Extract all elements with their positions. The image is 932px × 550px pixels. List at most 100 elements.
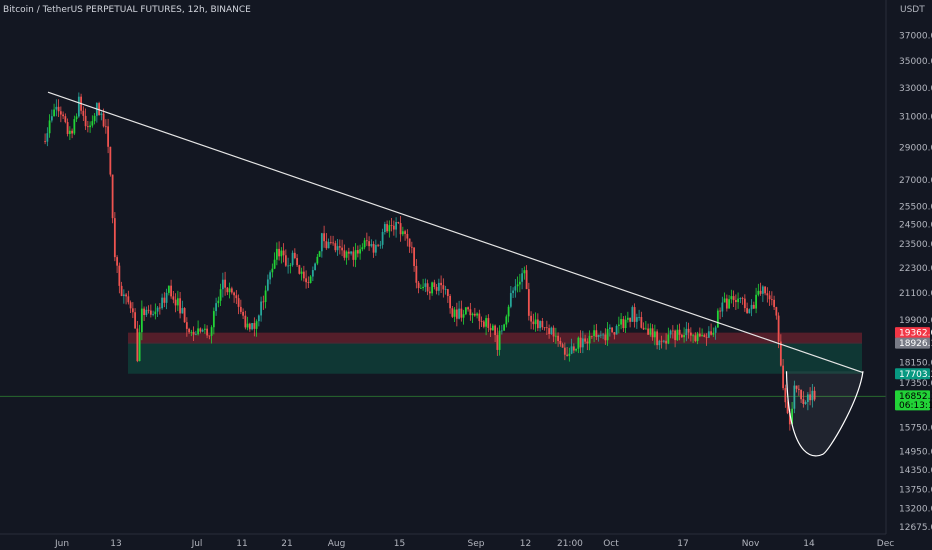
candle-body (329, 241, 332, 243)
candle (57, 99, 60, 117)
candle-body (725, 298, 728, 309)
candle (793, 380, 796, 414)
candle-body (723, 298, 726, 303)
candle (651, 324, 654, 341)
candle-body (307, 282, 310, 284)
candle (721, 296, 724, 318)
candle-body (350, 251, 352, 254)
candle (111, 174, 114, 224)
descending-trendline[interactable] (47, 91, 864, 374)
candle-body (494, 325, 496, 336)
candle-body (314, 263, 316, 271)
candle (730, 289, 733, 304)
candle (743, 294, 746, 312)
candle (336, 239, 339, 256)
candle-body (361, 247, 364, 250)
candle (359, 244, 361, 260)
candle-body (595, 330, 598, 337)
candle-body (707, 331, 710, 338)
candle-body (343, 250, 346, 258)
time-tick-label: Sep (468, 539, 485, 549)
candle-body (640, 317, 643, 328)
time-axis[interactable]: Jun 13 Jul 11 21 Aug 15 Sep 12 21:00 Oct 17 Nov 14 Dec (54, 539, 894, 549)
candle-body (678, 329, 681, 335)
candle (172, 290, 175, 304)
price-tick-label: 13200.0 (899, 504, 932, 514)
candle (95, 102, 98, 123)
price-axis[interactable]: 37000.0 35000.0 33000.0 31000.0 29000.0 27000… (899, 32, 932, 534)
candle (676, 324, 679, 342)
candle (631, 305, 634, 322)
candle (683, 327, 685, 343)
candle (244, 310, 247, 330)
candle (107, 118, 109, 154)
candle (500, 324, 503, 335)
candle (703, 333, 706, 338)
candle (446, 288, 449, 303)
candle (381, 228, 384, 249)
candle-body (134, 312, 136, 329)
candle (392, 220, 395, 236)
candle-body (698, 333, 701, 337)
candle-body (597, 334, 600, 337)
candle (541, 317, 544, 330)
candle-body (460, 308, 463, 318)
time-tick-label: 17 (677, 539, 688, 549)
candle (775, 306, 778, 320)
candle (761, 285, 764, 302)
candle (329, 235, 332, 245)
candle-body (671, 330, 674, 332)
candle (143, 306, 145, 322)
candle (73, 115, 76, 136)
candle-body (577, 337, 580, 349)
candle (640, 311, 643, 329)
candle-body (57, 106, 60, 112)
candle (734, 294, 737, 310)
candle (791, 401, 793, 426)
candle (154, 303, 157, 320)
candle-body (246, 323, 249, 328)
candle-body (383, 224, 386, 233)
candle (48, 114, 51, 138)
candle (174, 293, 177, 313)
candle (302, 265, 305, 282)
candle (532, 313, 535, 330)
candle-body (190, 331, 193, 333)
candle (109, 146, 112, 177)
candle (397, 221, 400, 224)
candle (55, 99, 58, 117)
candle-body (635, 317, 638, 322)
candle (235, 290, 238, 305)
candle-body (435, 287, 438, 291)
candle (127, 290, 130, 305)
candle (460, 300, 463, 322)
support-zone (128, 343, 862, 374)
candle (365, 232, 368, 246)
candle-body (62, 114, 64, 117)
time-tick-label: Dec (877, 539, 894, 549)
price-tick-label: 25500.0 (899, 202, 932, 212)
candle-body (415, 265, 418, 283)
candle (498, 325, 501, 356)
candle (408, 238, 411, 253)
candle-body (662, 340, 665, 342)
candle-body (813, 390, 816, 400)
candle-body (244, 315, 247, 328)
candle-body (410, 246, 413, 248)
candle (741, 296, 744, 305)
price-tag-bg (895, 327, 930, 339)
candle (485, 315, 487, 336)
candle (701, 328, 703, 337)
price-tick-label: 22300.0 (899, 264, 932, 274)
candle (120, 281, 123, 297)
price-tick-label: 21100.0 (899, 289, 932, 299)
price-tag: 16852.306:13:18 (895, 390, 932, 411)
candle (660, 335, 663, 349)
candle-body (534, 319, 537, 325)
cup-curve[interactable] (785, 371, 864, 457)
candle-body (185, 322, 188, 329)
candle-body (487, 318, 490, 328)
candle-body (77, 96, 80, 117)
candle (590, 335, 593, 339)
